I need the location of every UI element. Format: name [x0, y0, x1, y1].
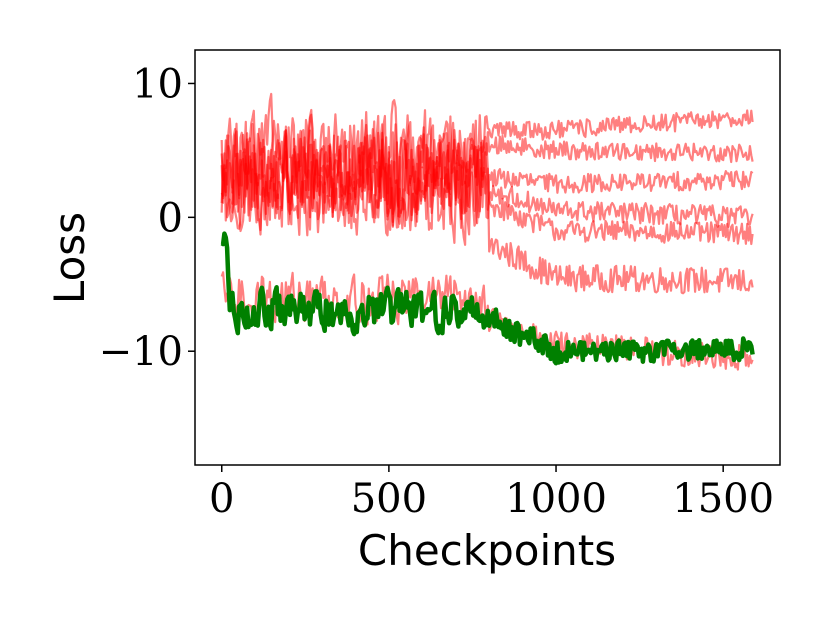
x-axis-label: Checkpoints — [358, 526, 616, 575]
y-axis-label: Loss — [45, 212, 94, 304]
x-tick-label: 1000 — [505, 476, 607, 522]
x-axis: 0 500 1000 1500 — [209, 465, 774, 522]
x-tick-label: 1500 — [672, 476, 774, 522]
red-series-line — [220, 92, 754, 230]
y-tick-label: −10 — [99, 329, 183, 375]
red-series-line — [220, 108, 754, 234]
y-tick-label: 0 — [158, 195, 183, 241]
x-tick-label: 500 — [351, 476, 427, 522]
y-axis: 10 0 −10 — [99, 61, 195, 375]
series-layer — [220, 92, 755, 371]
green-series-line — [220, 231, 755, 366]
plot-frame — [194, 49, 781, 466]
y-tick-label: 10 — [132, 61, 183, 107]
x-tick-label: 0 — [209, 476, 234, 522]
red-series-line — [220, 117, 754, 246]
